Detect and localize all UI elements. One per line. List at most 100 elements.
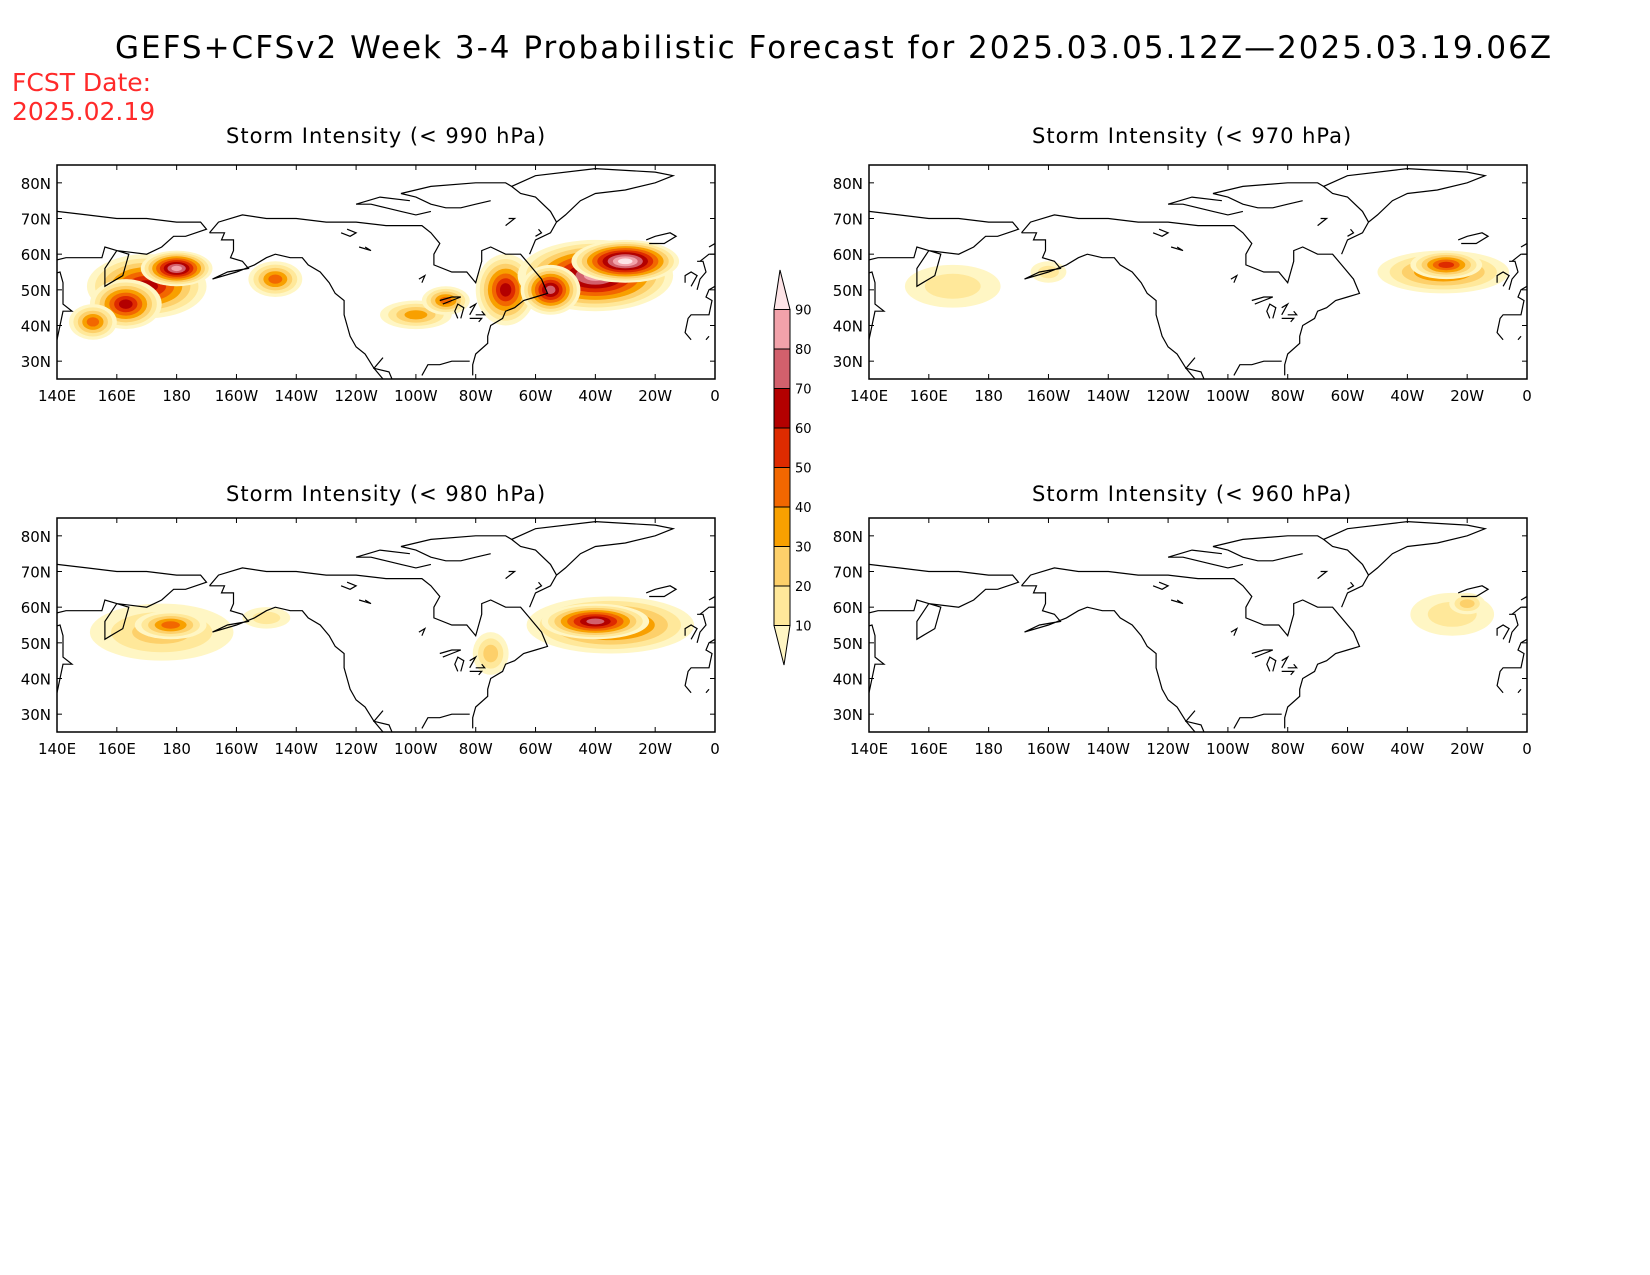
lon-label: 60W <box>519 387 553 405</box>
coastline <box>699 606 715 615</box>
coastline <box>372 710 393 732</box>
coastline <box>505 217 517 227</box>
coastline <box>696 260 707 290</box>
colorbar-label: 40 <box>795 501 812 516</box>
lon-label: 80W <box>1271 387 1305 405</box>
lon-label: 180 <box>162 740 191 758</box>
lon-label: 180 <box>974 740 1003 758</box>
lat-label: 30N <box>833 353 863 371</box>
coastline <box>475 310 486 316</box>
coastline <box>1233 713 1282 729</box>
colorbar-label: 20 <box>795 580 812 595</box>
coastline <box>1021 214 1361 376</box>
coastline <box>1251 649 1274 658</box>
coastline <box>1170 246 1184 252</box>
coastline <box>1152 228 1170 237</box>
coastline <box>1170 599 1184 605</box>
coastline <box>645 232 678 245</box>
lon-label: 140W <box>1087 740 1131 758</box>
lon-label: 100W <box>394 387 438 405</box>
lon-label: 100W <box>394 740 438 758</box>
colorbar-label: 80 <box>795 343 812 358</box>
coastline <box>1520 595 1527 601</box>
coastline <box>708 595 715 601</box>
forecast-date-value: 2025.02.19 <box>12 97 156 126</box>
shade-blob <box>545 285 556 294</box>
panel-title-960: Storm Intensity (< 960 hPa) <box>1032 482 1353 506</box>
lat-label: 80N <box>21 175 51 193</box>
lon-label: 160E <box>98 740 136 758</box>
lon-label: 0 <box>1522 740 1532 758</box>
colorbar-label: 90 <box>795 304 812 319</box>
lon-label: 120W <box>1146 740 1190 758</box>
coastline <box>1021 232 1196 379</box>
probability-shading <box>68 239 680 340</box>
coastline <box>869 563 1020 693</box>
coastline <box>1496 271 1510 287</box>
coastlines <box>869 520 1527 732</box>
lon-label: 160W <box>215 740 259 758</box>
colorbar-bin <box>773 467 791 508</box>
coastline <box>358 599 372 605</box>
coastline <box>1511 606 1527 615</box>
coastline <box>1167 196 1244 216</box>
coastline <box>1287 310 1298 316</box>
lon-label: 140W <box>1087 387 1131 405</box>
coastline <box>355 196 432 216</box>
coastline <box>469 670 484 676</box>
lat-label: 60N <box>833 246 863 264</box>
coastline <box>1457 232 1490 245</box>
lon-label: 80W <box>1271 740 1305 758</box>
coastline <box>209 232 384 379</box>
lat-label: 40N <box>21 318 51 336</box>
coastline <box>1021 567 1361 729</box>
colorbar-label: 60 <box>795 422 812 437</box>
coastline <box>1517 335 1522 341</box>
coastline <box>505 570 517 580</box>
lon-label: 100W <box>1206 740 1250 758</box>
map-panel-p980: 140E 160E 180 160W 140W 120W 100W 80W 60W 40W 20W 0… <box>21 517 720 758</box>
lon-label: 140E <box>38 740 76 758</box>
lon-label: 140E <box>850 387 888 405</box>
map-frame <box>868 164 1528 380</box>
lat-label: 30N <box>21 706 51 724</box>
lon-label: 160W <box>1027 740 1071 758</box>
coastline <box>684 271 698 287</box>
coastline <box>1281 302 1290 316</box>
main-title: GEFS+CFSv2 Week 3-4 Probabilistic Foreca… <box>115 30 1554 66</box>
coastline <box>57 563 208 693</box>
coastline <box>1347 228 1355 237</box>
map-frame <box>56 164 716 380</box>
coastline <box>1508 260 1519 290</box>
coastline <box>684 624 698 640</box>
lon-label: 140W <box>275 387 319 405</box>
coastline <box>705 688 710 694</box>
coastline <box>439 296 462 305</box>
lon-label: 180 <box>974 387 1003 405</box>
lon-label: 140E <box>850 740 888 758</box>
coastline <box>869 210 1020 340</box>
probability-shading <box>89 596 695 675</box>
coastline <box>1212 182 1324 209</box>
coastline <box>400 182 512 209</box>
lat-label: 30N <box>833 706 863 724</box>
colorbar-bin <box>773 309 791 350</box>
colorbar-bin <box>773 427 791 468</box>
lon-label: 0 <box>710 387 720 405</box>
lon-label: 160E <box>910 387 948 405</box>
coastline <box>1152 581 1170 590</box>
coastline <box>1508 613 1519 643</box>
coastline <box>535 228 543 237</box>
coastline <box>1230 274 1239 283</box>
coastline <box>696 613 707 643</box>
colorbar-bin <box>773 506 791 547</box>
coastlines <box>57 520 715 732</box>
coastline <box>645 585 678 598</box>
coastline <box>1511 253 1527 262</box>
map-panel-p970: 140E 160E 180 160W 140W 120W 100W 80W 60W 40W 20W 0… <box>833 164 1532 405</box>
shade-blob <box>86 317 100 327</box>
map-frame <box>56 517 716 733</box>
lon-label: 20W <box>1450 387 1484 405</box>
lon-label: 100W <box>1206 387 1250 405</box>
